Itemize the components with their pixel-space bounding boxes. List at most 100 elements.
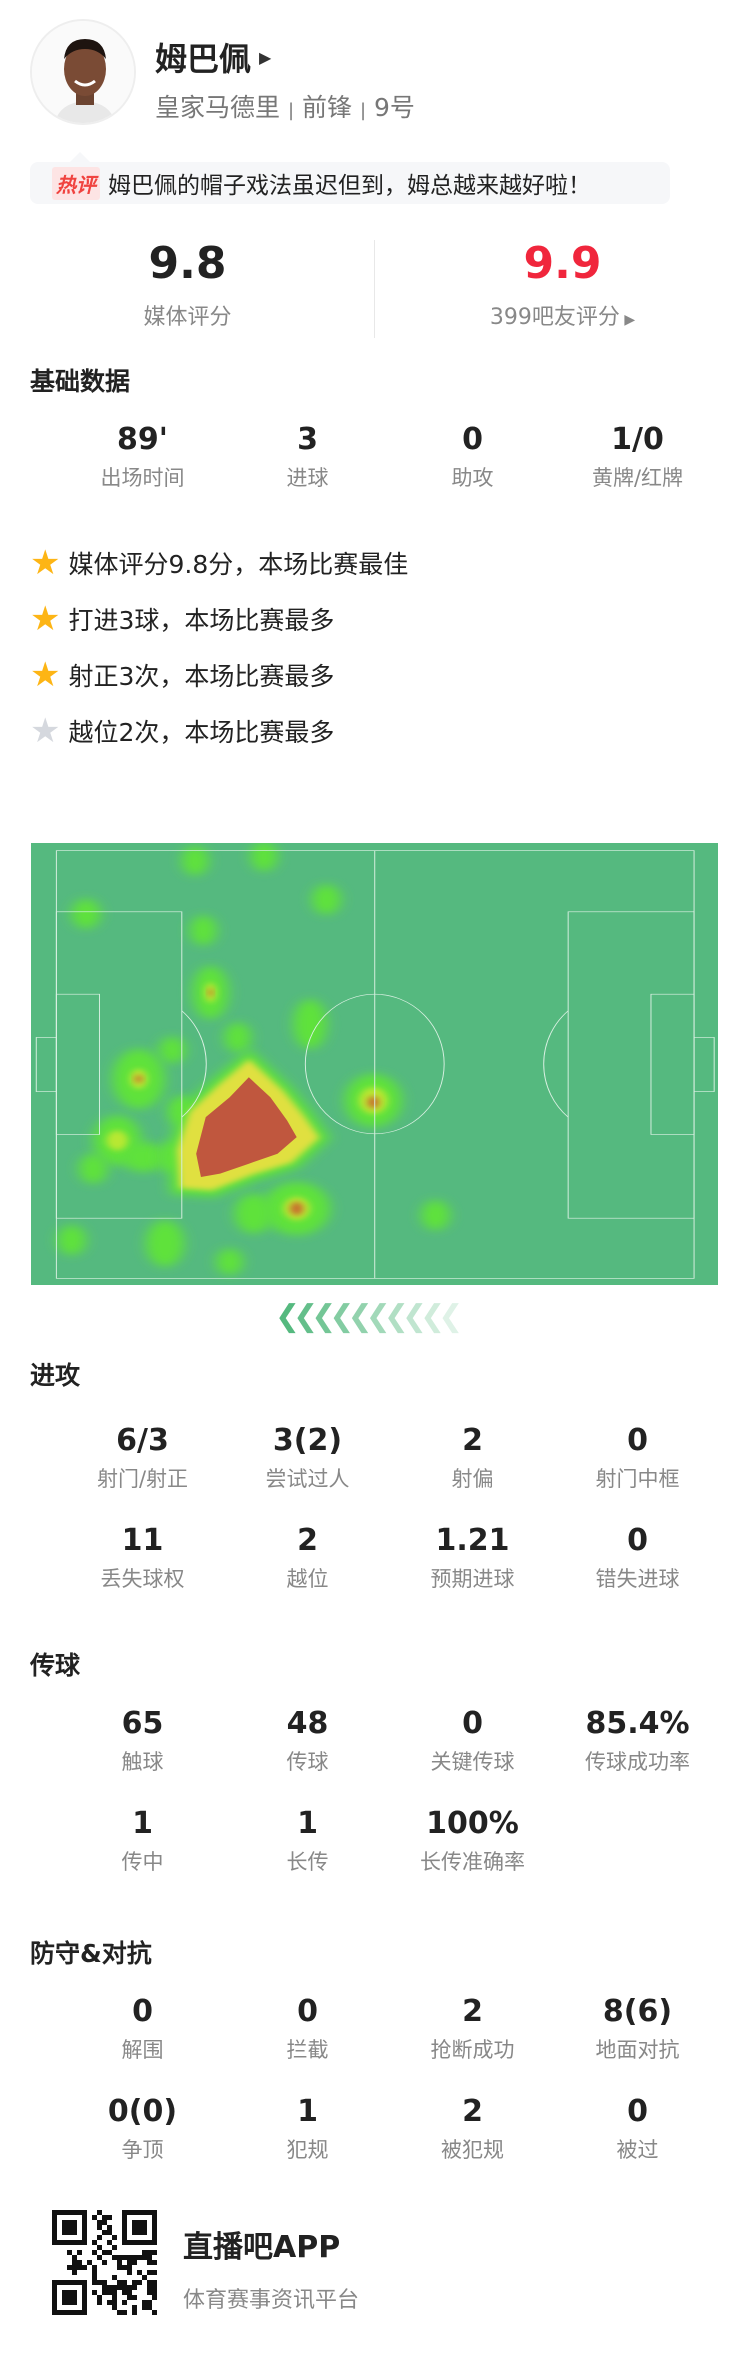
stat-value: 89' [117, 422, 168, 457]
stat-value: 3(2) [272, 1423, 343, 1458]
stat-item: 48 传球 [225, 1704, 390, 1804]
stat-item: 85.4% 传球成功率 [555, 1704, 720, 1804]
stat-label: 传球成功率 [585, 1750, 690, 1774]
stat-label: 丢失球权 [100, 1567, 185, 1591]
passing-stats: 65 触球 48 传球 0 关键传球 85.4% 传球成功率 1 传中 1 长传 100% 长传准确率 [60, 1704, 720, 1904]
heat-spot [57, 1225, 87, 1256]
stat-item: 0 助攻 [390, 420, 555, 520]
qr-code [52, 2210, 157, 2315]
stat-value: 0 [462, 1706, 483, 1741]
stat-value: 0 [627, 2094, 648, 2129]
app-name: 直播吧APP [183, 2230, 341, 2265]
player-avatar[interactable] [30, 19, 136, 125]
stat-item: 65 触球 [60, 1704, 225, 1804]
stat-label: 犯规 [286, 2138, 329, 2162]
highlight-item: ★ 打进3球，本场比赛最多 [30, 601, 334, 637]
stat-value: 100% [426, 1806, 519, 1841]
separator: | [359, 100, 367, 121]
stat-item: 89' 出场时间 [60, 420, 225, 520]
highlight-item: ★ 射正3次，本场比赛最多 [30, 657, 334, 693]
stat-value: 65 [121, 1706, 164, 1741]
stat-label: 长传 [286, 1850, 329, 1874]
stat-value: 3 [297, 422, 318, 457]
stat-item: 0 关键传球 [390, 1704, 555, 1804]
section-title-attack: 进攻 [30, 1361, 81, 1390]
hot-comment[interactable]: 热评 姆巴佩的帽子戏法虽迟但到，姆总越来越好啦！ [30, 152, 670, 204]
heat-spot [421, 1200, 450, 1231]
stat-item: 3 进球 [225, 420, 390, 520]
stat-value: 11 [121, 1523, 164, 1558]
stat-value: 6/3 [116, 1423, 169, 1458]
section-title-passing: 传球 [30, 1651, 81, 1680]
chevron-left-icon: ❮ [401, 1299, 427, 1334]
heat-spot [208, 988, 213, 997]
stat-value: 48 [286, 1706, 329, 1741]
fan-rating[interactable]: 9.9 399吧友评分 ▶ [375, 238, 750, 331]
highlight-item: ★ 媒体评分9.8分，本场比赛最佳 [30, 545, 408, 581]
stat-value: 0 [297, 1994, 318, 2029]
star-icon: ★ [30, 711, 61, 751]
heat-spot [71, 898, 101, 929]
stat-value: 0 [627, 1423, 648, 1458]
chevron-left-icon: ❮ [311, 1299, 336, 1334]
stat-label: 传球 [286, 1750, 329, 1774]
stat-value: 0 [462, 422, 483, 457]
attack-stats: 6/3 射门/射正 3(2) 尝试过人 2 射偏 0 射门中框 11 丢失球权 2 越位 1.21 预期进… [60, 1421, 720, 1621]
stat-item: 6/3 射门/射正 [60, 1421, 225, 1521]
heat-spot [224, 1022, 252, 1053]
stat-value: 85.4% [585, 1706, 690, 1741]
heat-spot [312, 884, 341, 915]
stat-label: 黄牌/红牌 [591, 466, 684, 490]
stat-label: 出场时间 [100, 466, 185, 490]
stat-label: 地面对抗 [595, 2038, 680, 2062]
chevron-left-icon: ❮ [329, 1299, 354, 1334]
stat-label: 被过 [616, 2138, 659, 2162]
stat-value: 1 [297, 2094, 318, 2129]
qr-code-icon [52, 2210, 157, 2315]
stat-item: 0 被过 [555, 2092, 720, 2192]
stat-label: 尝试过人 [265, 1467, 350, 1491]
stat-label: 射偏 [451, 1467, 494, 1491]
divider [374, 240, 375, 338]
stat-label: 关键传球 [430, 1750, 515, 1774]
stat-item: 0 射门中框 [555, 1421, 720, 1521]
team-name: 皇家马德里 [155, 93, 281, 122]
heat-spot [293, 999, 327, 1050]
stat-label: 预期进球 [430, 1567, 515, 1591]
caret-right-icon: ▶ [259, 47, 272, 67]
pitch-lines [35, 850, 715, 1279]
highlight-text: 越位2次，本场比赛最多 [68, 718, 335, 747]
stat-label: 射门中框 [595, 1467, 680, 1491]
stat-value: 2 [462, 1423, 483, 1458]
star-icon: ★ [30, 655, 61, 695]
stat-label: 传中 [121, 1850, 164, 1874]
heat-spot [189, 915, 217, 946]
stat-value: 0 [132, 1994, 153, 2029]
stat-item: 0 错失进球 [555, 1521, 720, 1621]
star-icon: ★ [30, 543, 61, 583]
stat-item: 2 越位 [225, 1521, 390, 1621]
attack-direction-arrows: ❮ ❮ ❮ ❮ ❮ ❮ ❮ ❮ ❮ ❮ [275, 1299, 463, 1334]
defense-stats: 0 解围 0 拦截 2 抢断成功 8(6) 地面对抗 0(0) 争顶 1 犯规 2 被犯规 0 被过 [60, 1992, 720, 2192]
heat-spot [145, 1220, 185, 1267]
media-rating-label: 媒体评分 [143, 305, 232, 330]
section-title-defense: 防守&对抗 [30, 1939, 152, 1968]
stat-value: 1.21 [435, 1523, 510, 1558]
player-photo-icon [32, 21, 134, 123]
chevron-left-icon: ❮ [438, 1299, 463, 1334]
highlight-text: 媒体评分9.8分，本场比赛最佳 [68, 550, 409, 579]
star-icon: ★ [30, 599, 61, 639]
stat-value: 1 [132, 1806, 153, 1841]
stat-value: 0(0) [107, 2094, 178, 2129]
player-name-link[interactable]: 姆巴佩 ▶ [155, 34, 271, 80]
highlight-item: ★ 越位2次，本场比赛最多 [30, 713, 334, 749]
stat-label: 抢断成功 [430, 2038, 515, 2062]
stat-value: 2 [462, 1994, 483, 2029]
basic-stats: 89' 出场时间 3 进球 0 助攻 1/0 黄牌/红牌 [60, 420, 720, 520]
heat-spot [367, 1096, 380, 1109]
heatmap [31, 841, 718, 1285]
stat-item: 0 拦截 [225, 1992, 390, 2092]
shirt-number: 9号 [374, 93, 415, 122]
app-tagline: 体育赛事资讯平台 [183, 2288, 360, 2313]
stat-item: 1 传中 [60, 1804, 225, 1904]
